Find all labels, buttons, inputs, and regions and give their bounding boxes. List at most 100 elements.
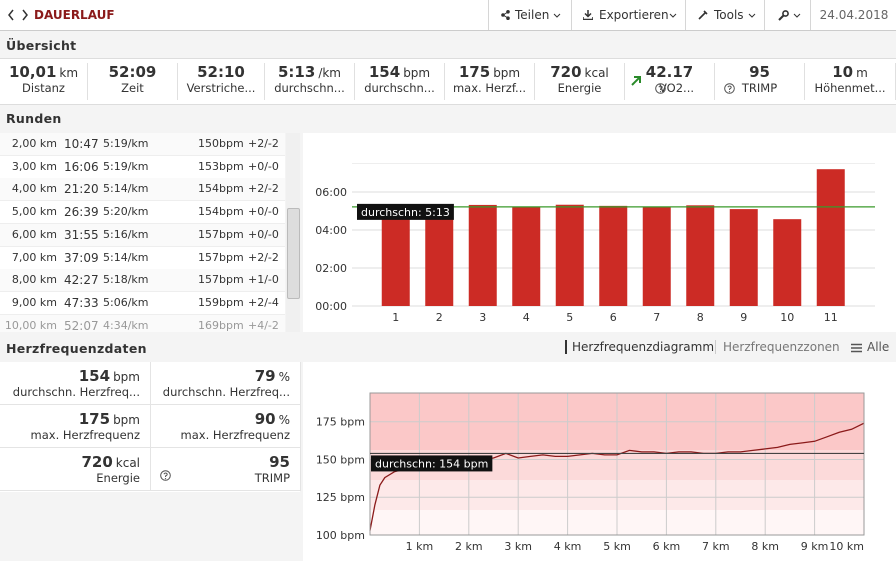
stat: 79% durchschn. Herzfreq... <box>150 362 301 405</box>
date: 24.04.2018 <box>810 0 896 30</box>
lap-cell: 169bpm <box>198 318 244 332</box>
bar <box>512 206 541 306</box>
stat-value: 79 <box>254 367 276 385</box>
stat: 10,01 km Distanz <box>0 63 88 100</box>
y-tick-label: 175 bpm <box>316 416 365 429</box>
stat-value: 720 <box>81 453 113 471</box>
y-tick-label: 04:00 <box>315 224 347 237</box>
scroll-thumb[interactable] <box>287 208 300 299</box>
stat-value-row: 10,01 km <box>0 63 87 81</box>
lap-cell: 47:33 <box>64 295 99 310</box>
x-tick-label: 2 km <box>455 540 483 553</box>
stat-label: durchschn... <box>364 81 435 95</box>
stat-value-row: 175 bpm <box>445 63 534 81</box>
stat-label: Energie <box>557 81 602 95</box>
bar <box>729 209 758 306</box>
lap-cell: 159bpm <box>198 295 244 309</box>
lap-cell: 5:19/km <box>103 137 149 150</box>
help-icon[interactable] <box>724 83 735 94</box>
stat-value: 175 <box>458 63 491 81</box>
stat-label: Energie <box>96 471 140 485</box>
stat-unit: % <box>278 370 290 384</box>
stat-value-row: 52:10 <box>178 63 264 81</box>
lap-cell: 157bpm <box>198 250 244 264</box>
tab-active[interactable]: Herzfrequenzdiagramm <box>565 340 714 354</box>
plot-frame <box>369 392 865 536</box>
lap-cell: 5:14/km <box>103 182 149 196</box>
stat-label: durchschn. Herzfreq... <box>162 385 290 399</box>
stat: 720 kcal Energie <box>535 63 625 100</box>
settings-button[interactable] <box>764 0 810 30</box>
tab[interactable]: Herzfrequenzzonen <box>715 340 840 354</box>
y-tick-label: 125 bpm <box>316 491 365 504</box>
tab[interactable]: Alle <box>867 340 890 354</box>
stat-value: 42.17 <box>645 63 694 81</box>
stat-value-row: 720 kcal <box>0 453 140 471</box>
stat-unit: bpm <box>113 370 140 384</box>
tools-button[interactable]: Tools <box>685 0 764 30</box>
average-label: durchschn: 5:13 <box>361 206 450 219</box>
stat-value: 95 <box>269 453 290 471</box>
bar <box>555 204 584 306</box>
lap-cell: 157bpm <box>198 227 244 241</box>
x-tick-label: 3 <box>479 311 486 324</box>
lap-cell: 5:20/km <box>103 205 149 219</box>
x-tick-label: 4 <box>523 311 530 324</box>
lap-cell: +4/-2 <box>248 318 279 332</box>
stat: 95 TRIMP <box>715 63 805 100</box>
stat-value: 10 <box>832 63 854 81</box>
lap-cell: 6,00 km <box>11 227 57 241</box>
stat-label: max. Herzf... <box>452 81 527 95</box>
lap-cell: 10,00 km <box>4 318 57 332</box>
lap-cell: +0/-0 <box>248 205 279 219</box>
x-tick-label: 9 <box>740 311 747 324</box>
export-button[interactable]: Exportieren <box>571 0 685 30</box>
stat-value: 52:10 <box>197 63 245 81</box>
help-icon[interactable] <box>655 83 666 94</box>
lap-cell: 154bpm <box>198 182 244 196</box>
stat-value-row: 52:09 <box>88 63 177 81</box>
laps-table: 2,00 km 10:47 5:19/km 150bpm +2/-2 3,00 km 16:… <box>0 133 285 332</box>
help-icon[interactable] <box>160 470 171 481</box>
stat-value-row: 79% <box>150 367 290 385</box>
x-tick-label: 4 km <box>554 540 582 553</box>
stat-value: 5:13 <box>278 63 316 81</box>
section-title: Runden <box>6 111 62 126</box>
average-label: durchschn: 154 bpm <box>375 457 488 470</box>
lap-row: 8,00 km 42:27 5:18/km 157bpm +1/-0 <box>0 269 285 293</box>
x-tick-label: 8 km <box>751 540 779 553</box>
stat-value: 10,01 <box>8 63 57 81</box>
stat-unit: bpm <box>113 413 140 427</box>
x-tick-label: 6 <box>610 311 617 324</box>
stat: 10 m Höhenmet... <box>805 63 896 100</box>
lap-cell: +0/-0 <box>248 159 279 173</box>
lap-row: 2,00 km 10:47 5:19/km 150bpm +2/-2 <box>0 133 285 156</box>
lap-cell: 157bpm <box>198 273 244 287</box>
x-tick-label: 8 <box>697 311 704 324</box>
lap-cell: 5:18/km <box>103 273 149 287</box>
lap-cell: 5:06/km <box>103 295 149 309</box>
scrollbar[interactable] <box>286 133 300 332</box>
lap-cell: 8,00 km <box>11 273 57 287</box>
lap-cell: 150bpm <box>198 137 244 150</box>
nav-arrows[interactable] <box>8 9 30 21</box>
stat-unit: bpm <box>493 66 521 80</box>
x-tick-label: 10 km <box>829 540 864 553</box>
share-button[interactable]: Teilen <box>488 0 571 30</box>
stat: 154 bpm durchschn. Herzfreq... <box>0 362 151 405</box>
stat-label: TRIMP <box>741 81 778 95</box>
stat-value-row: 95 <box>715 63 804 81</box>
lap-cell: 10:47 <box>64 137 99 151</box>
stat-label: Distanz <box>22 81 65 95</box>
x-tick-label: 5 km <box>603 540 631 553</box>
menu-icon <box>851 343 862 353</box>
top-bar: DAUERLAUF Teilen Exportieren Tools 24.04… <box>0 0 896 31</box>
trend-arrow <box>631 76 641 86</box>
lap-cell: 5,00 km <box>11 205 57 219</box>
x-tick-label: 9 km <box>801 540 829 553</box>
stat: 720 kcal Energie <box>0 448 151 491</box>
stat-label: durchschn. Herzfreq... <box>12 385 140 399</box>
stat-value: 52:09 <box>108 63 157 81</box>
lap-cell: 31:55 <box>64 227 99 242</box>
